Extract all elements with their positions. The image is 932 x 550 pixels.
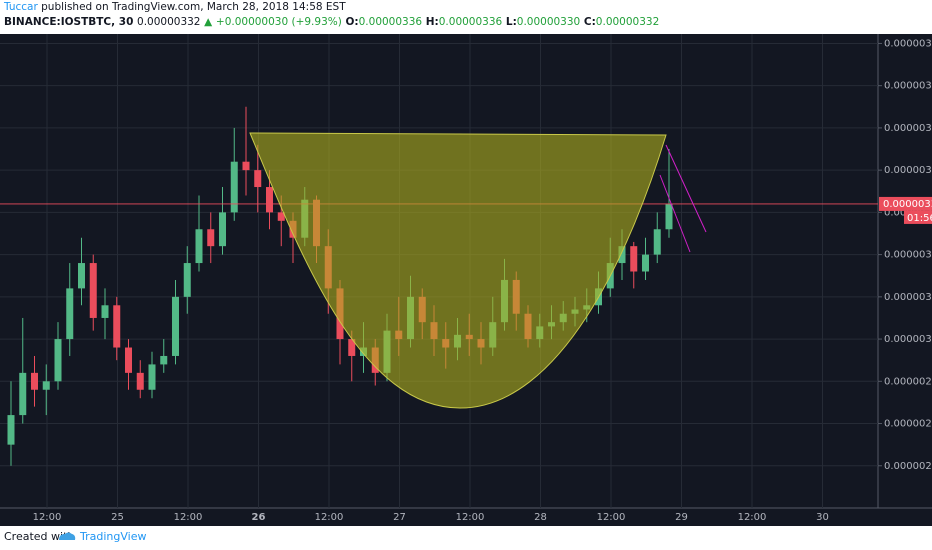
candle-body [630, 246, 638, 272]
x-tick-label: 12:00 [33, 512, 62, 523]
y-tick-label: 0.00000360 [884, 81, 932, 92]
candle-body [172, 296, 179, 356]
price-label: 0.00000332 [883, 199, 932, 210]
publish-line: Tuccar published on TradingView.com, Mar… [4, 1, 346, 13]
y-tick-label: 0.00000350 [884, 123, 932, 134]
candle-body [277, 212, 285, 221]
candle-body [665, 203, 673, 230]
candle-body [113, 305, 121, 348]
candle-body [183, 263, 191, 297]
footer: Created with TradingView [0, 526, 932, 550]
y-tick-label: 0.00000370 [884, 38, 932, 49]
x-tick-label: 25 [111, 512, 124, 523]
candle-body [219, 212, 226, 247]
candle-body [31, 372, 38, 390]
y-tick-label: 0.00000270 [884, 461, 932, 472]
created-with: Created with [4, 530, 75, 543]
x-tick-label: 12:00 [597, 512, 626, 523]
candle-body [136, 372, 144, 390]
x-tick-label: 12:00 [315, 512, 344, 523]
published: published on TradingView.com, March 28, … [41, 1, 346, 13]
candle-body [148, 364, 156, 390]
candle-body [266, 187, 273, 213]
y-tick-label: 0.00000320 [884, 250, 932, 261]
x-tick-label: 26 [252, 512, 266, 523]
candle-body [66, 288, 74, 340]
ohlc-value: 0.00000332 [595, 16, 660, 28]
candle-body [42, 381, 50, 390]
countdown: 01:56 [907, 213, 932, 224]
x-tick-label: 30 [816, 512, 829, 523]
brand[interactable]: TradingView [80, 530, 147, 543]
change-arrow: ▲ [204, 16, 213, 28]
countdown-box [904, 210, 932, 224]
candle-body [101, 305, 109, 318]
ohlc-label: O: [345, 16, 359, 28]
candle-body [230, 161, 238, 213]
y-tick-label: 0.00000300 [884, 334, 932, 345]
y-tick-label: 0.00000280 [884, 419, 932, 430]
trend-line[interactable] [665, 144, 707, 233]
cup-drawing[interactable] [249, 132, 667, 409]
x-tick-label: 12:00 [738, 512, 767, 523]
chart: 0.00000270 0.00000280 0.00000290 0.00000300… [0, 34, 932, 526]
candle-body [7, 415, 15, 445]
ticker-line: BINANCE:IOSTBTC, 30 0.00000332 ▲ +0.0000… [4, 16, 659, 28]
candle-body [242, 161, 250, 171]
candle-body [160, 355, 168, 365]
candle-body [19, 372, 27, 416]
ohlc-value: 0.00000336 [358, 16, 423, 28]
ohlc-label: C: [583, 16, 596, 28]
x-tick-label: 12:00 [456, 512, 485, 523]
author[interactable]: Tuccar [4, 1, 38, 13]
x-tick-label: 12:00 [174, 512, 203, 523]
ohlc-label: H: [425, 16, 439, 28]
candle-body [54, 339, 62, 382]
y-tick-label: 0.00000310 [884, 292, 932, 303]
candle-body [78, 263, 85, 289]
candle-body [348, 339, 356, 356]
x-tick-label: 28 [534, 512, 547, 523]
logo [59, 532, 76, 540]
symbol: BINANCE:IOSTBTC, 30 [4, 16, 134, 28]
candle-body [89, 263, 97, 318]
x-tick-label: 27 [393, 512, 406, 523]
candle-body [125, 347, 132, 373]
candle-body [254, 170, 262, 188]
x-tick-label: 29 [675, 512, 688, 523]
header: Tuccar published on TradingView.com, Mar… [0, 0, 932, 34]
y-tick-label: 0.00000340 [884, 165, 932, 176]
ohlc-value: 0.00000330 [516, 16, 581, 28]
y-tick-label: 0.00000290 [884, 376, 932, 387]
trend-line[interactable] [659, 174, 691, 253]
ohlc-label: L: [505, 16, 517, 28]
candle-body [642, 254, 649, 272]
ohlc-value: 0.00000336 [438, 16, 503, 28]
candle-body [653, 229, 661, 255]
candle-body [195, 229, 203, 264]
price-label-box [879, 196, 932, 211]
candle-body [207, 229, 215, 247]
last: 0.00000332 [137, 16, 201, 28]
change: +0.00000030 (+9.93%) [215, 16, 342, 28]
candle-body [618, 246, 626, 264]
